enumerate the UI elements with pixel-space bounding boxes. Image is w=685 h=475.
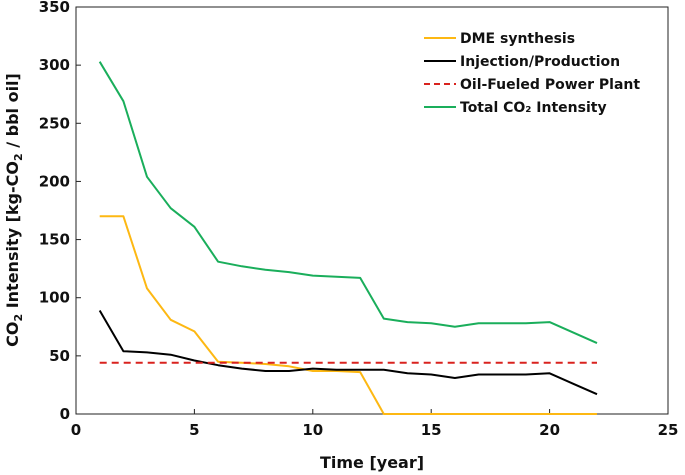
y-tick-label: 150: [39, 231, 70, 249]
y-tick-label: 300: [39, 56, 70, 74]
x-axis-ticks: 0 5 10 15 20 25: [71, 409, 679, 439]
x-tick-label: 25: [658, 421, 679, 439]
y-tick-label: 0: [60, 405, 70, 423]
plot-frame: [75, 6, 669, 415]
x-tick-label: 0: [71, 421, 81, 439]
y-tick-label: 200: [39, 172, 70, 190]
y-tick-label: 250: [39, 114, 70, 132]
y-axis-title: CO2 Intensity [kg-CO2 / bbl oil]: [3, 73, 25, 347]
legend-label: DME synthesis: [460, 31, 575, 47]
y-tick-label: 50: [49, 347, 70, 365]
legend-label: Oil-Fueled Power Plant: [460, 77, 640, 93]
x-tick-label: 10: [302, 421, 323, 439]
x-tick-label: 15: [421, 421, 442, 439]
x-axis-title: Time [year]: [320, 453, 424, 472]
series-line-total-co-intensity: [98, 61, 598, 345]
series-layer: [98, 61, 598, 415]
y-axis-ticks: 0 50 100 150 200 250 300 350: [39, 0, 81, 423]
legend: DME synthesis Injection/Production Oil-Fue…: [424, 31, 640, 116]
series-line-dme-synthesis: [99, 215, 597, 415]
series-line-injection-production: [98, 309, 598, 396]
legend-label: Injection/Production: [460, 54, 620, 70]
x-tick-label: 20: [539, 421, 560, 439]
legend-label: Total CO₂ Intensity: [460, 100, 607, 116]
y-tick-label: 350: [39, 0, 70, 16]
x-tick-label: 5: [189, 421, 199, 439]
y-tick-label: 100: [39, 289, 70, 307]
